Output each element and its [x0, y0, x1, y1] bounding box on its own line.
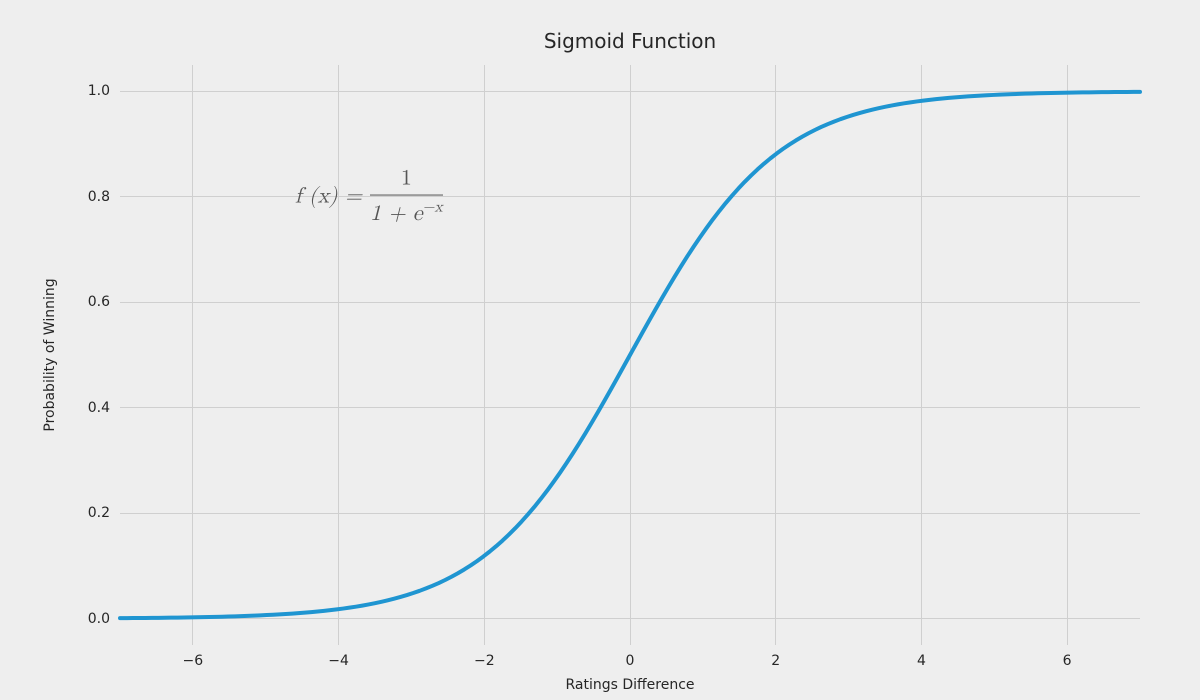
y-tick-label: 0.0: [88, 611, 110, 627]
x-tick-label: −6: [183, 653, 204, 669]
formula-numerator: 1: [401, 166, 412, 191]
y-axis-label: Probability of Winning: [42, 278, 58, 431]
x-tick-label: −2: [474, 653, 495, 669]
sigmoid-curve: [0, 0, 1200, 700]
formula-lhs: f (x) =: [295, 184, 362, 210]
y-tick-label: 0.4: [88, 400, 110, 416]
x-tick-label: 4: [917, 653, 926, 669]
chart-canvas: −6 −4 −2 0 2 4 6 0.0 0.2 0.4 0.6 0.8 1.0 Ratings Diff…: [0, 0, 1200, 700]
y-tick-label: 0.6: [88, 294, 110, 310]
x-tick-label: 6: [1063, 653, 1072, 669]
x-tick-label: 2: [771, 653, 780, 669]
formula-fraction: 1 1 + e−x: [370, 166, 443, 227]
formula-denominator: 1 + e−x: [370, 199, 443, 228]
y-tick-label: 1.0: [88, 83, 110, 99]
x-axis-label: Ratings Difference: [565, 677, 694, 693]
formula-exponent: −x: [423, 200, 443, 215]
fraction-bar: [370, 195, 443, 196]
formula: f (x) = 1 1 + e−x: [295, 166, 443, 227]
x-tick-label: −4: [328, 653, 349, 669]
formula-denominator-text: 1 + e: [370, 203, 423, 225]
chart-title: Sigmoid Function: [544, 29, 716, 53]
y-tick-label: 0.8: [88, 189, 110, 205]
y-tick-label: 0.2: [88, 505, 110, 521]
x-tick-label: 0: [626, 653, 635, 669]
